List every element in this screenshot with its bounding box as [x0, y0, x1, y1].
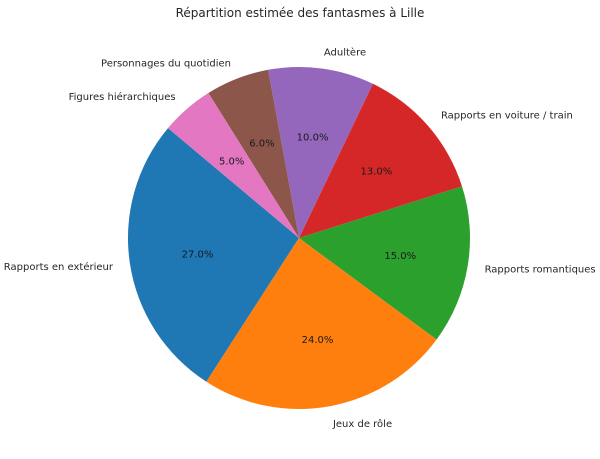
pie-slice-figures-hierarchiques [168, 92, 299, 239]
pie-percent-label: 10.0% [297, 132, 329, 143]
pie-slice-rapports-en-exterieur [128, 128, 299, 382]
pie-category-label: Jeux de rôle [332, 418, 392, 430]
pie-category-label: Personnages du quotidien [101, 59, 231, 70]
pie-percent-label: 13.0% [361, 167, 393, 178]
pie-category-label: Rapports romantiques [485, 265, 596, 276]
pie-percent-label: 24.0% [302, 335, 334, 346]
pie-slice-personnages-du-quotidien [208, 69, 299, 238]
pie-slice-rapports-romantiques [299, 186, 470, 340]
pie-category-label: Rapports en voiture / train [441, 111, 573, 122]
pie-percent-label: 15.0% [384, 251, 416, 262]
pie-percent-label: 27.0% [182, 249, 214, 260]
pie-slice-jeux-de-role [206, 238, 437, 409]
chart-title: Répartition estimée des fantasmes à Lill… [175, 6, 425, 20]
pie-slice-adultere [268, 66, 373, 238]
pie-percent-label: 6.0% [249, 138, 274, 149]
pie-category-label: Rapports en extérieur [4, 261, 114, 273]
pie-slice-rapports-en-voiture-train [299, 83, 462, 238]
pie-category-label: Figures hiérarchiques [69, 91, 176, 103]
pie-category-label: Adultère [324, 47, 366, 59]
pie-percent-label: 5.0% [219, 157, 244, 168]
